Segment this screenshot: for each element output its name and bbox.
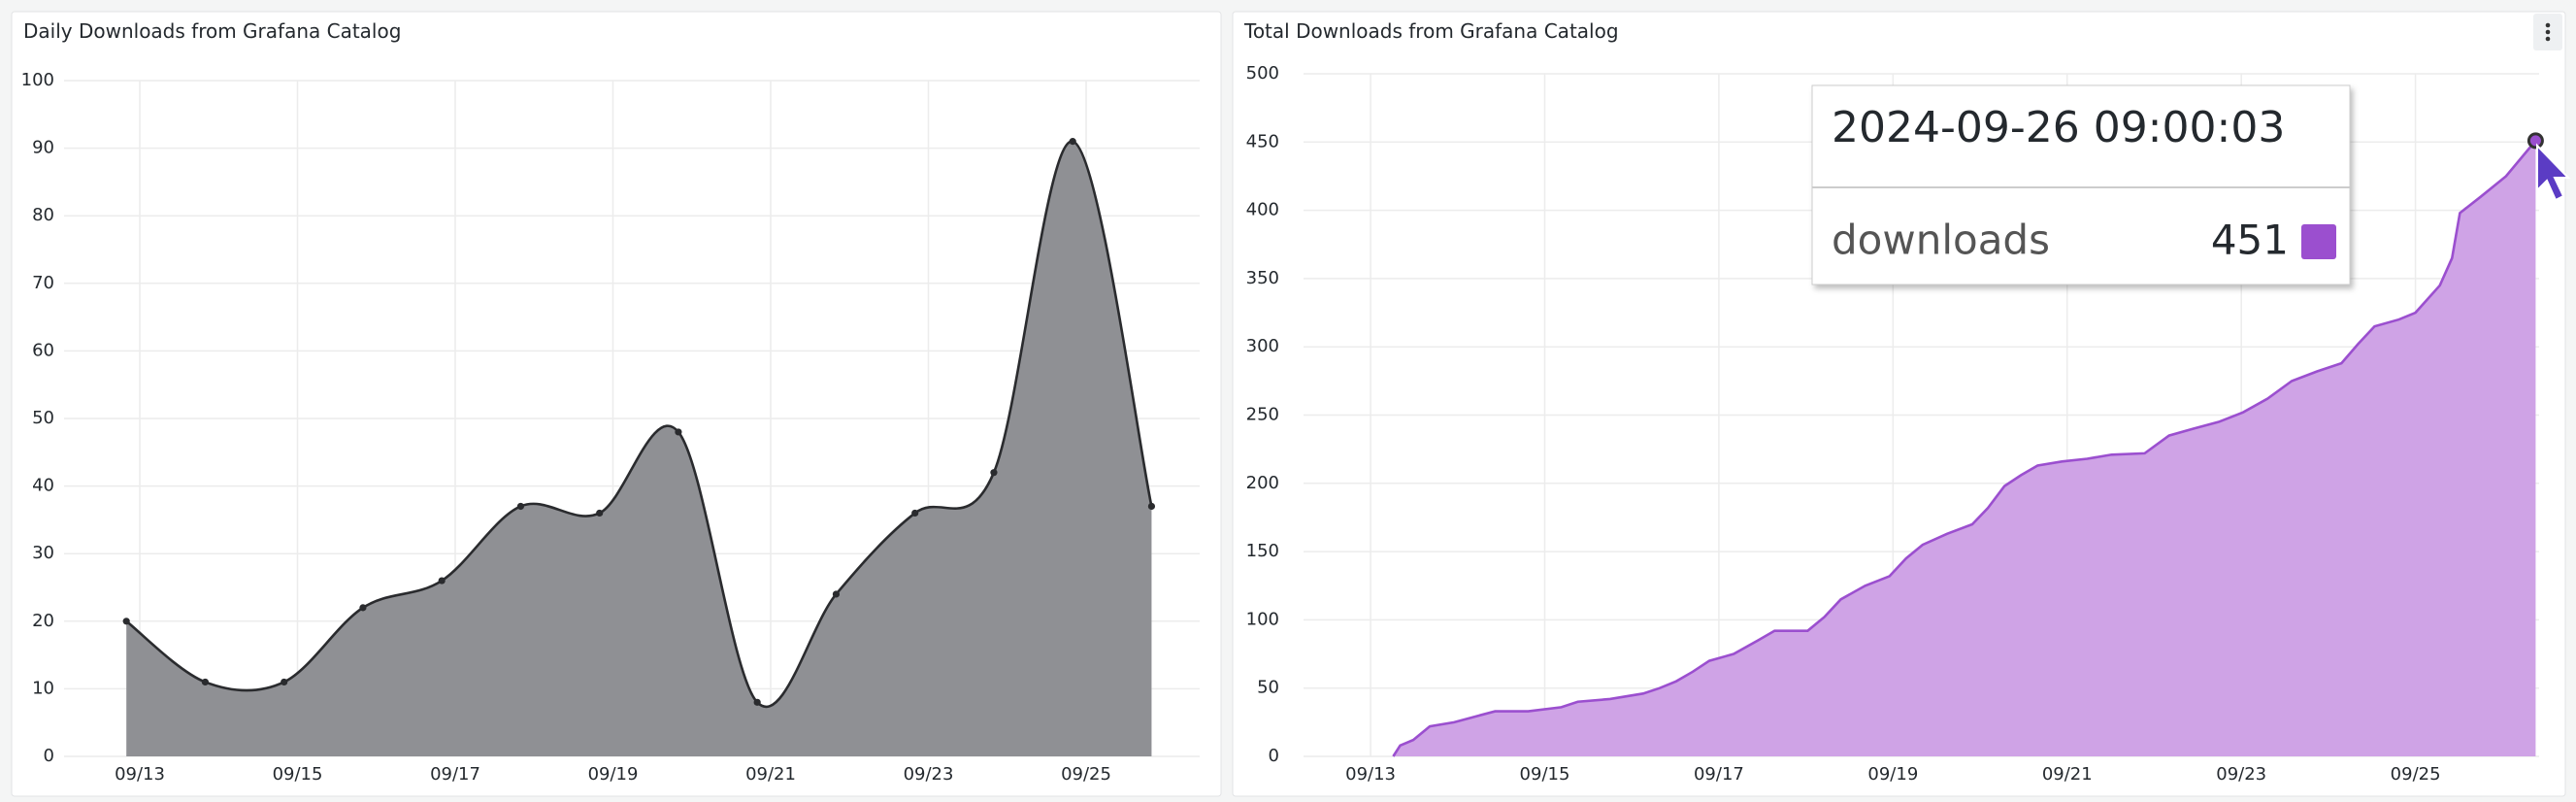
y-tick-label: 70 [32,273,54,293]
y-tick-label: 80 [32,205,54,225]
hover-point [2526,132,2544,150]
point [832,590,841,598]
line [1392,140,2537,757]
area-fill [126,141,1152,756]
tooltip-value: 451 [2211,217,2289,264]
x-tick-label: 09/17 [1694,764,1744,785]
y-tick-label: 0 [1269,746,1279,766]
x-tick-label: 09/17 [430,764,480,785]
y-tick-label: 50 [1257,678,1279,698]
menu-dot [2545,22,2551,28]
y-tick-label: 350 [1246,268,1279,288]
x-tick-label: 09/21 [2042,764,2093,785]
y-tick-label: 250 [1246,405,1279,425]
point [753,698,761,706]
panel-title: Daily Downloads from Grafana Catalog [23,19,401,43]
point [201,678,210,686]
menu-dot [2545,36,2551,42]
x-tick-label: 09/25 [1061,764,1111,785]
tooltip-series: downloads [1832,217,2050,264]
x-tick-label: 09/19 [588,764,639,785]
y-tick-label: 150 [1246,541,1279,561]
y-tick-label: 10 [32,678,54,698]
point [122,618,130,625]
point [359,604,367,612]
y-tick-label: 300 [1246,336,1279,356]
y-tick-label: 30 [32,543,54,563]
y-tick-label: 200 [1246,473,1279,493]
y-tick-label: 450 [1246,131,1279,151]
tooltip: 2024-09-26 09:00:03 downloads 451 [1811,84,2351,285]
tooltip-box [1811,84,2351,285]
y-tick-label: 100 [21,70,54,90]
point [281,678,288,686]
y-tick-label: 20 [32,611,54,631]
x-tick-label: 09/13 [1345,764,1396,785]
y-tick-label: 0 [44,746,54,766]
x-tick-label: 09/13 [115,764,165,785]
y-tick-label: 500 [1246,63,1279,84]
point [1147,502,1156,511]
point [438,577,446,585]
y-tick-label: 90 [32,138,54,158]
x-tick-label: 09/19 [1867,764,1918,785]
x-tick-label: 09/23 [2216,764,2266,785]
area-fill [1393,140,2536,757]
y-tick-label: 40 [32,476,54,496]
point [990,469,998,477]
cursor [2536,143,2571,202]
y-tick-label: 400 [1246,200,1279,220]
x-tick-label: 09/21 [745,764,796,785]
y-tick-label: 100 [1246,609,1279,629]
y-tick-label: 50 [32,408,54,428]
menu-dot [2545,29,2551,35]
y-tick-label: 60 [32,340,54,360]
x-tick-label: 09/15 [273,764,323,785]
tooltip-time: 2024-09-26 09:00:03 [1832,103,2285,152]
point [1069,138,1076,146]
point [596,509,604,518]
line [125,140,1153,708]
point [516,502,525,511]
point [911,509,919,518]
tooltip-swatch [2301,224,2336,259]
x-tick-label: 09/25 [2391,764,2441,785]
x-tick-label: 09/23 [904,764,954,785]
x-tick-label: 09/15 [1520,764,1570,785]
point [675,428,682,436]
panel-title: Total Downloads from Grafana Catalog [1243,19,1619,43]
